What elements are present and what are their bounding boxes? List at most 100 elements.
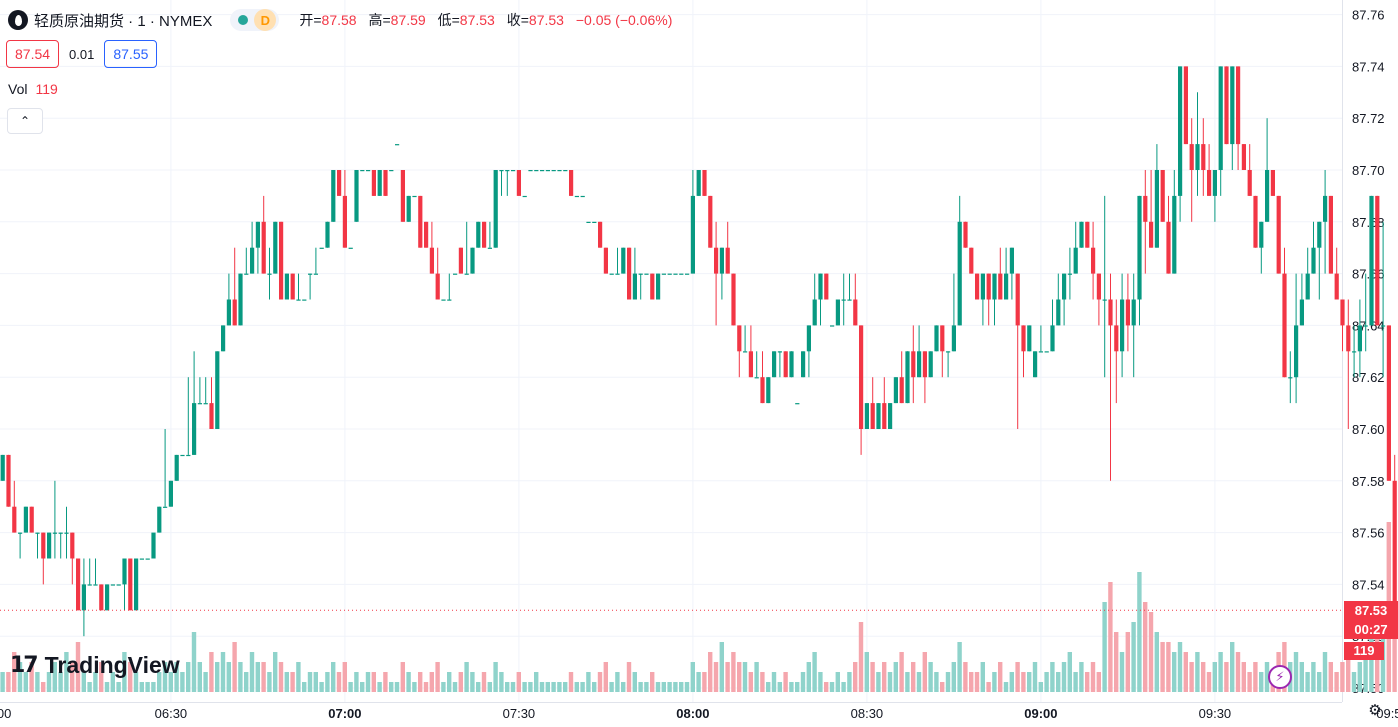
volume-legend[interactable]: Vol 119 [8,81,58,97]
volume-bar [638,682,643,692]
candle-body [296,299,301,301]
volume-bar [905,672,910,692]
volume-bar [180,672,185,692]
volume-bar [748,672,753,692]
candle-body [1253,195,1258,248]
candle-body [888,403,893,429]
volume-bar [255,662,260,692]
candle-body [754,377,759,379]
volume-bar [139,682,144,692]
candle-body [1259,221,1264,248]
y-axis-tick-label: 87.60 [1352,422,1385,437]
y-axis-tick-label: 87.58 [1352,474,1385,489]
volume-bar [667,682,672,692]
candle-body [609,273,614,275]
candle-body [470,247,475,274]
candle-body [714,247,719,274]
candle-body [1276,195,1281,274]
candle-body [267,273,272,275]
volume-bar [986,682,991,692]
volume-bar [58,672,63,692]
candle-body [1218,66,1223,170]
candle-body [1230,66,1235,145]
candle-body [1009,247,1014,274]
volume-value-tag: 119 [1344,642,1384,660]
volume-bar [186,662,191,692]
symbol-title[interactable]: 轻质原油期货 · 1 · NYMEX [34,12,213,30]
candle-body [1050,325,1055,352]
collapse-legend-button[interactable]: ⌃ [7,108,43,134]
volume-bar [1195,652,1200,692]
volume-bar [458,672,463,692]
volume-bar [992,672,997,692]
tradingview-logo[interactable]: 17 TradingView [10,652,180,679]
volume-bar [737,662,742,692]
sell-button[interactable]: 87.54 [6,40,60,68]
settings-gear-icon[interactable]: ⚙ [1368,702,1382,719]
volume-bar [1079,662,1084,692]
volume-bar [215,662,220,692]
candle-body [783,351,788,378]
volume-bar [644,682,649,692]
high-label: 高= [368,12,391,28]
market-status-pill[interactable]: D [230,9,280,31]
volume-bar [360,682,365,692]
volume-bar [760,672,765,692]
volume-bar [1021,672,1026,692]
volume-bar [1334,672,1339,692]
candle-body [412,195,417,198]
candle-body [1270,170,1275,196]
candle-body [493,170,498,248]
volume-bar [1137,572,1142,692]
volume-bar [447,672,452,692]
volume-bar [841,682,846,692]
volume-bar [853,662,858,692]
volume-bar [969,672,974,692]
candle-body [1154,170,1159,248]
y-axis-tick-label: 87.74 [1352,59,1385,74]
lightning-icon[interactable]: ⚡ [1268,665,1292,689]
volume-bar [719,642,724,692]
candle-body [360,170,365,172]
volume-bar [1392,622,1397,692]
candle-body [1236,66,1241,145]
y-axis-tick-label: 87.70 [1352,163,1385,178]
candle-body [319,247,324,249]
candle-body [586,221,591,223]
volume-bar [452,682,458,692]
volume-bar [12,652,17,692]
candle-body [661,273,666,275]
candle-body [1189,144,1194,170]
volume-bar [220,652,226,692]
volume-bar [273,652,278,692]
high-value: 87.59 [390,12,426,28]
candle-body [917,351,922,378]
candle-body [1015,273,1020,326]
volume-bar [1056,672,1061,692]
candle-body [1108,299,1113,326]
candle-body [1352,351,1357,353]
volume-bar [249,652,255,692]
candle-body [656,273,661,300]
candle-body [569,170,574,196]
volume-bar [754,662,759,692]
volume-bar [87,682,92,692]
volume-bar [789,682,794,692]
volume-bar [203,672,208,692]
volume-bar [1201,662,1206,692]
candle-body [238,273,243,326]
market-open-dot-icon [238,15,249,25]
volume-bar [168,672,173,692]
candle-body [29,506,34,533]
candle-body [1149,221,1154,248]
candle-body [574,195,579,198]
volume-bar [621,682,626,692]
volume-bar [104,682,110,692]
candle-body [743,351,748,353]
volume-bar [1143,602,1148,692]
buy-button[interactable]: 87.55 [104,40,158,68]
candle-body [1096,273,1101,300]
candle-body [458,247,463,274]
volume-bar [742,662,748,692]
